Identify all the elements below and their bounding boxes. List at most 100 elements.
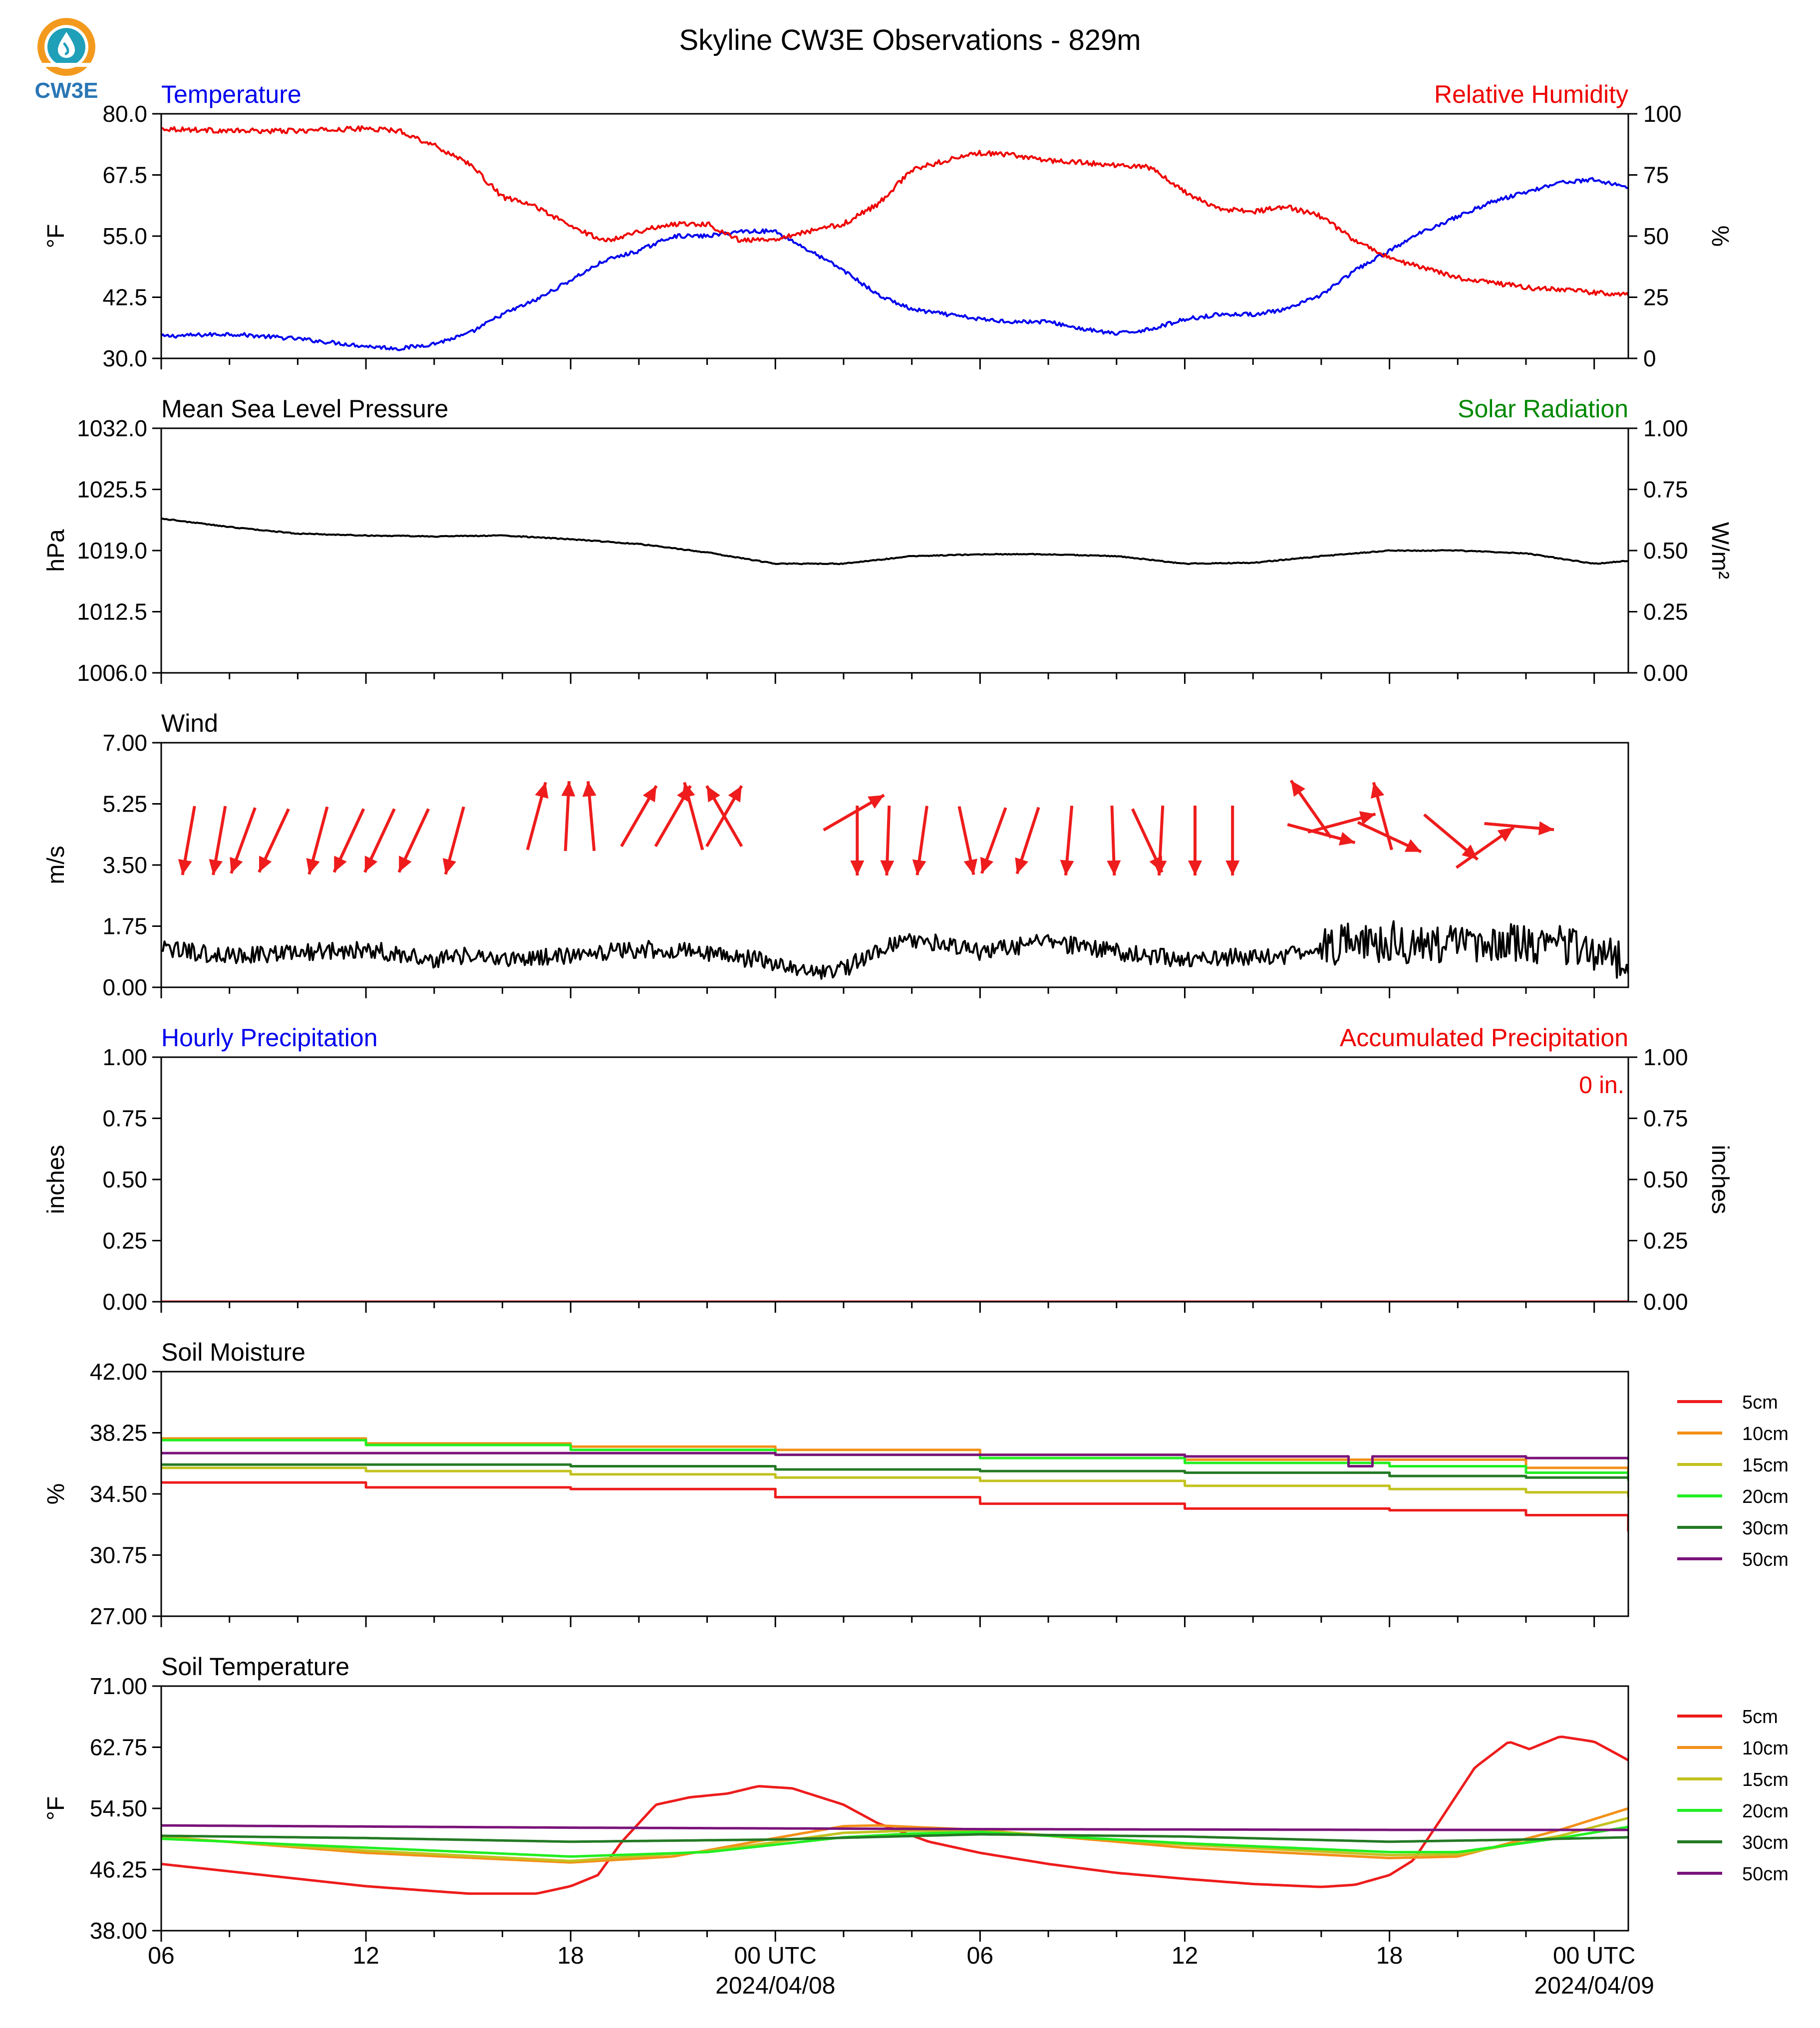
wind-arrow [620,785,658,848]
wind-arrow-head [561,781,576,797]
y-right-tick-label: 75 [1643,162,1669,188]
wind-arrow [1287,823,1356,846]
x-tick-date: 2024/04/08 [715,1973,835,1999]
x-tick-label: 12 [1172,1943,1198,1969]
x-tick-group: 06 [148,1943,174,1969]
wind-arrow-head [963,859,977,875]
y-right-tick-label: 0.75 [1643,1106,1688,1132]
series-line-20cm [161,1825,1628,1858]
y-right-tick-label: 100 [1643,101,1682,127]
wind-arrow-head [868,795,885,809]
plot-frame [160,1685,1629,1932]
series-line-50cm [161,1451,1628,1467]
y-tick-label: 1.75 [102,913,147,939]
wind-arrow-head [399,856,412,872]
series-line-temp_rh-1 [161,125,1628,297]
wind-arrow [957,806,977,875]
figure-title: Skyline CW3E Observations - 829m [679,24,1141,56]
x-tick-date: 2024/04/09 [1534,1973,1654,1999]
y-tick-label: 34.50 [90,1481,147,1507]
wind-arrow [178,806,196,875]
series-line-30cm [161,1833,1628,1843]
series-line-10cm [161,1437,1628,1474]
y-tick-label: 46.25 [90,1857,147,1883]
wind-arrow [332,808,365,873]
y-tick-label: 5.25 [102,791,147,817]
wind-arrow-head [1538,821,1554,836]
y-tick-label: 27.00 [90,1603,147,1629]
y-tick-label: 1025.5 [77,477,147,503]
wind-arrow-head [535,782,549,799]
wind-arrow [209,806,227,875]
x-tick-group: 00 UTC 2024/04/08 [715,1943,835,1999]
wind-arrow [850,806,865,875]
legend-label: 5cm [1742,1392,1778,1413]
y-right-tick-label: 0.00 [1643,660,1688,686]
plot-frame [160,1056,1629,1303]
x-tick-label: 06 [967,1943,993,1969]
panel-title-right: Solar Radiation [1458,395,1628,423]
y-tick-label: 1.00 [102,1044,147,1070]
panel-precip: 0.00 0.25 0.50 0.75 1.00 0.00 0.25 0.50 0.75 1.00… [43,1024,1733,1315]
panel-title-right: Relative Humidity [1434,80,1628,108]
legend-label: 20cm [1742,1486,1789,1507]
wind-arrow-head [1188,861,1202,875]
series-line-10cm [161,1807,1628,1864]
wind-arrow-head [442,858,456,874]
legend-item: 15cm [1677,1455,1789,1476]
legend: 5cm 10cm 15cm 20cm 30cm 50cm [1677,1707,1789,1885]
y-tick-label: 42.00 [90,1359,147,1385]
panel-title-right: Accumulated Precipitation [1340,1024,1628,1052]
series-group [161,920,1628,980]
y-tick-label: 55.0 [102,223,147,249]
series-line-wind-0 [161,920,1628,980]
wind-arrow-head [1359,811,1376,825]
wind-arrow-head [1015,857,1028,874]
series-line-15cm [161,1466,1628,1497]
wind-arrow-head [1060,860,1074,875]
y-right-tick-label: 50 [1643,223,1669,249]
wind-arrow [1423,813,1479,861]
series-line-5cm [161,1736,1628,1895]
y-tick-label: 38.25 [90,1420,147,1446]
panel-soil_moisture: 27.00 30.75 34.50 38.25 42.00% Soil Moisture 5… [43,1338,1789,1629]
wind-arrow [230,807,257,874]
legend-item: 20cm [1677,1486,1789,1507]
wind-arrow [681,782,704,851]
x-tick-group: 00 UTC 2024/04/09 [1534,1943,1654,1999]
y-right-tick-label: 0.75 [1643,477,1688,503]
legend-item: 30cm [1677,1518,1789,1539]
y-tick-label: 0.00 [102,1289,147,1315]
y-tick-label: 0.00 [102,974,147,1000]
panel-pressure: 1006.0 1012.5 1019.0 1025.5 1032.0 0.00 0.25 0.… [43,395,1733,686]
y-tick-label: 7.00 [102,730,147,756]
wind-arrow [1307,811,1376,834]
wind-arrow [1357,821,1422,854]
wind-arrow-head [1153,860,1167,875]
y-tick-label: 30.75 [90,1542,147,1568]
panel-wind: 0.00 1.75 3.50 5.25 7.00 m/s Wind [43,709,1629,1000]
wind-arrow [880,805,895,876]
x-tick-label: 18 [1376,1943,1403,1969]
legend-item: 30cm [1677,1832,1789,1853]
wind-arrow-head [880,860,895,875]
panel-soil_temperature: 38.00 46.25 54.50 62.75 71.00 °F Soil Temperat… [43,1653,1789,1944]
wind-arrow [1153,805,1167,876]
x-tick-label: 18 [557,1943,584,1969]
y-axis-label: inches [43,1145,69,1214]
wind-arrow-head [850,861,865,875]
legend-label: 10cm [1742,1738,1789,1759]
y-axis-label: % [43,1483,69,1505]
wind-arrow-head [230,857,243,873]
y-axis-label: °F [43,224,69,249]
series-line-5cm [161,1481,1628,1532]
y-right-tick-label: 1.00 [1643,415,1688,441]
plot-frame [160,113,1629,359]
series-line-temp_rh-0 [161,177,1628,351]
series-line-30cm [161,1463,1628,1479]
wind-arrow [1188,806,1202,875]
wind-arrow-head [1371,782,1385,799]
y-tick-label: 42.5 [102,285,147,310]
